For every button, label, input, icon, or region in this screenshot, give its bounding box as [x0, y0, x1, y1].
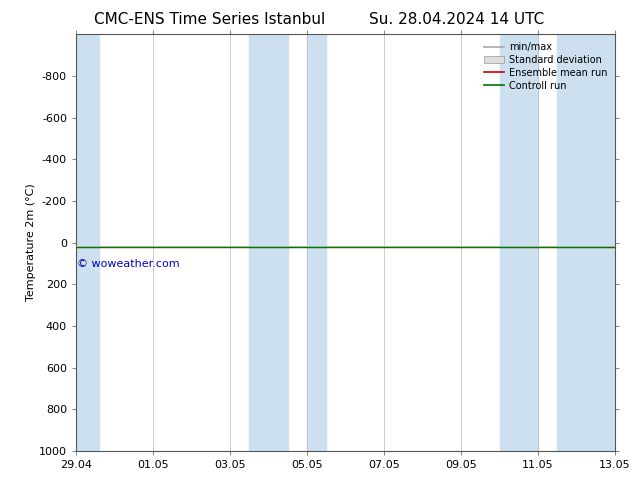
Bar: [500, 34, 538, 451]
Bar: [249, 34, 288, 451]
Y-axis label: Temperature 2m (°C): Temperature 2m (°C): [26, 184, 36, 301]
Text: CMC-ENS Time Series Istanbul: CMC-ENS Time Series Istanbul: [94, 12, 325, 27]
Legend: min/max, Standard deviation, Ensemble mean run, Controll run: min/max, Standard deviation, Ensemble me…: [481, 39, 610, 94]
Text: Su. 28.04.2024 14 UTC: Su. 28.04.2024 14 UTC: [369, 12, 544, 27]
Bar: [557, 34, 615, 451]
Bar: [76, 34, 99, 451]
Bar: [307, 34, 327, 451]
Text: © woweather.com: © woweather.com: [77, 259, 179, 269]
